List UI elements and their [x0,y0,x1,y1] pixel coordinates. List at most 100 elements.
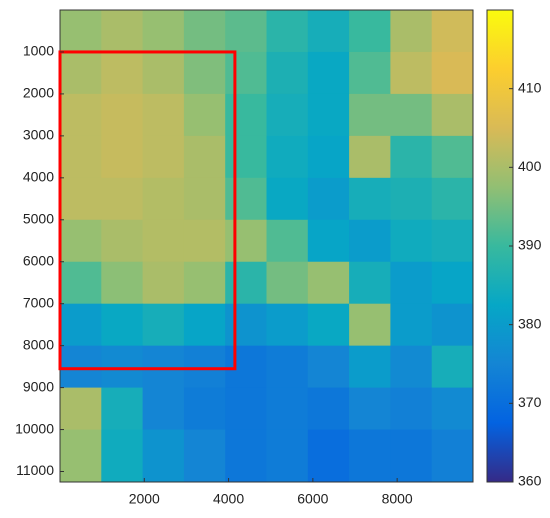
heat-cell [60,303,102,347]
heat-cell [307,51,350,95]
heat-cell [431,51,474,95]
heat-cell [142,10,185,53]
heat-cell [183,345,226,389]
heat-cell [60,345,102,389]
y-tick-label: 8000 [23,336,54,352]
heat-cell [349,261,391,305]
colorbar-tick-label: 380 [518,315,542,331]
heat-cell [349,135,391,179]
heat-cell [142,219,185,263]
heat-cell [225,10,267,53]
heat-cell [101,177,144,221]
heat-cell [349,10,391,53]
heat-cell [60,135,102,179]
y-tick-label: 2000 [23,85,54,101]
x-tick-label: 4000 [213,491,244,507]
heat-cell [349,303,391,347]
heat-cell [266,177,309,221]
y-tick-label: 1000 [23,43,54,59]
heat-cell [225,177,267,221]
y-tick-label: 9000 [23,378,54,394]
heat-cell [390,219,433,263]
heat-cell [266,219,309,263]
heat-cell [142,177,185,221]
heatmap [60,10,474,483]
y-tick-label: 3000 [23,127,54,143]
heat-cell [225,387,267,431]
heat-cell [431,10,474,53]
heat-cell [101,429,144,483]
heat-cell [390,429,433,483]
heat-cell [225,261,267,305]
heat-cell [349,429,391,483]
heat-cell [142,303,185,347]
x-tick-label: 2000 [129,491,160,507]
colorbar-tick-label: 360 [518,473,542,489]
heat-cell [307,10,350,53]
heat-cell [266,429,309,483]
heat-cell [60,10,102,53]
y-tick-label: 7000 [23,294,54,310]
heat-cell [101,10,144,53]
heat-cell [266,261,309,305]
heat-cell [183,387,226,431]
heat-cell [101,93,144,137]
heat-cell [183,261,226,305]
heat-cell [431,261,474,305]
heat-cell [307,135,350,179]
colorbar-tick-label: 390 [518,237,542,253]
highlight-rectangle [58,50,237,371]
heat-cell [142,261,185,305]
heat-cell [390,387,433,431]
heat-cell [349,93,391,137]
heat-cell [142,345,185,389]
heat-cell [307,219,350,263]
heat-cell [431,219,474,263]
y-tick-label: 11000 [16,462,54,478]
heat-cell [225,51,267,95]
heat-cell [60,429,102,483]
heat-cell [142,135,185,179]
heat-cell [431,387,474,431]
heat-cell [349,345,391,389]
heat-cell [225,219,267,263]
heat-cell [390,93,433,137]
heat-cell [266,303,309,347]
heat-cell [183,219,226,263]
heat-cell [266,345,309,389]
y-tick-label: 6000 [23,252,54,268]
heat-cell [60,93,102,137]
heat-cell [307,429,350,483]
heat-cell [307,345,350,389]
colorbar-tick-label: 410 [518,79,542,95]
heat-cell [349,177,391,221]
heat-cell [266,10,309,53]
heat-cell [183,51,226,95]
heat-cell [101,261,144,305]
heat-cell [60,219,102,263]
colorbar-tick-label: 370 [518,394,542,410]
heat-cell [307,387,350,431]
heat-cell [60,177,102,221]
heat-cell [101,345,144,389]
heat-cell [101,135,144,179]
heat-cell [142,51,185,95]
heat-cell [390,261,433,305]
heat-cell [101,303,144,347]
heat-cell [431,345,474,389]
heat-cell [142,429,185,483]
heat-cell [266,93,309,137]
heat-cell [225,303,267,347]
heat-cell [101,219,144,263]
heat-cell [307,93,350,137]
heat-cell [101,51,144,95]
heat-cell [431,177,474,221]
heat-cell [390,303,433,347]
heat-cell [183,303,226,347]
x-tick-label: 6000 [297,491,328,507]
heat-cell [225,429,267,483]
heat-cell [431,135,474,179]
heat-cell [390,135,433,179]
heat-cell [60,51,102,95]
